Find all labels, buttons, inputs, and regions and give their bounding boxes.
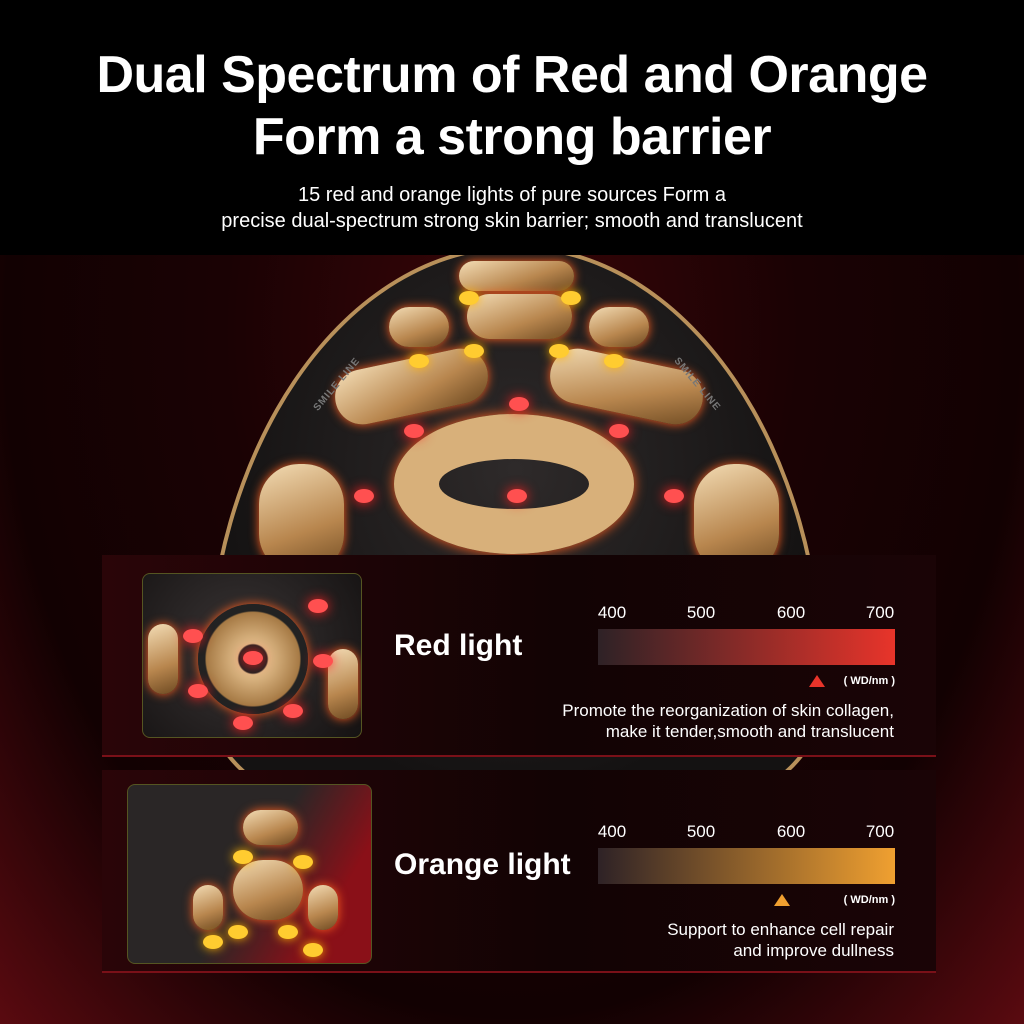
orange-light-thumbnail (127, 784, 372, 964)
scale-ticks: 400 500 600 700 (598, 603, 895, 625)
header: Dual Spectrum of Red and Orange Form a s… (0, 0, 1024, 255)
tick-label: 500 (686, 603, 716, 622)
tick-label: 400 (597, 603, 627, 622)
orange-light-card: Orange light 400 500 600 700 ( WD/nm ) S… (102, 770, 936, 973)
red-light-label: Red light (394, 629, 523, 662)
marker-triangle-icon (809, 675, 826, 687)
title-line: Dual Spectrum of Red and Orange (96, 46, 928, 104)
tick-label: 600 (776, 822, 806, 841)
ring-pad (394, 414, 634, 554)
tick-label: 400 (597, 822, 627, 841)
red-light-thumbnail (142, 573, 362, 738)
wavelength-scale: 400 500 600 700 ( WD/nm ) (598, 822, 895, 914)
tick-label: 700 (865, 822, 895, 841)
desc-line: make it tender,smooth and translucent (605, 722, 894, 741)
tick-label: 700 (865, 603, 895, 622)
title-line: Form a strong barrier (252, 108, 772, 166)
desc-line: and improve dullness (733, 941, 894, 960)
unit-label: ( WD/nm ) (843, 894, 895, 906)
desc-line: Promote the reorganization of skin colla… (562, 701, 894, 720)
tick-label: 600 (776, 603, 806, 622)
spectrum-bar (598, 848, 895, 884)
subtitle-line: precise dual-spectrum strong skin barrie… (221, 210, 803, 232)
wavelength-scale: 400 500 600 700 ( WD/nm ) (598, 603, 895, 695)
subtitle: 15 red and orange lights of pure sources… (0, 182, 1024, 234)
red-light-description: Promote the reorganization of skin colla… (562, 700, 894, 742)
subtitle-line: 15 red and orange lights of pure sources… (297, 184, 727, 206)
orange-light-label: Orange light (394, 848, 571, 881)
spectrum-bar (598, 629, 895, 665)
unit-label: ( WD/nm ) (843, 675, 895, 687)
page-title: Dual Spectrum of Red and Orange Form a s… (0, 0, 1024, 168)
desc-line: Support to enhance cell repair (667, 920, 894, 939)
red-light-card: Red light 400 500 600 700 ( WD/nm ) Prom… (102, 555, 936, 757)
tick-label: 500 (686, 822, 716, 841)
marker-triangle-icon (773, 894, 790, 906)
scale-ticks: 400 500 600 700 (598, 822, 895, 844)
orange-light-description: Support to enhance cell repair and impro… (667, 919, 894, 961)
